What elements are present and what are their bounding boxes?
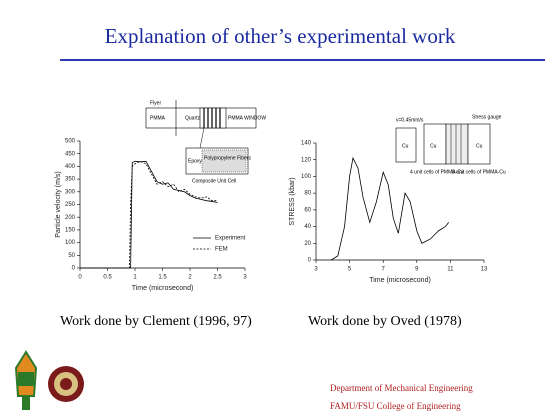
series-line bbox=[330, 156, 450, 261]
y-tick-label: 80 bbox=[304, 191, 311, 197]
caption: Work done by Oved (1978) bbox=[308, 314, 462, 329]
diagram-label: Stress gauge bbox=[472, 114, 502, 120]
diagram-label: Composite Unit Cell bbox=[192, 178, 236, 184]
y-tick-label: 20 bbox=[304, 241, 311, 247]
y-tick-label: 60 bbox=[304, 207, 311, 213]
x-tick-label: 13 bbox=[481, 267, 488, 273]
diagram-label: 4 unit cells of PMMA-Cu bbox=[410, 169, 464, 175]
y-tick-label: 400 bbox=[65, 164, 76, 170]
y-axis-label: Particle velocity (m/s) bbox=[55, 171, 62, 238]
diagram-left: Flyer PMMA Quartz PMMA WINDOW Epoxy Poly… bbox=[145, 100, 266, 184]
diagram-label: Polypropylene Fibers bbox=[204, 155, 251, 161]
diagram-label: Quartz bbox=[185, 115, 201, 121]
y-tick-label: 300 bbox=[65, 189, 76, 195]
series-line bbox=[80, 160, 218, 269]
diagram-label: Epoxy bbox=[188, 158, 202, 164]
diagram-label: Cu bbox=[476, 143, 483, 149]
y-tick-label: 0 bbox=[72, 266, 76, 272]
x-axis-label: Time (microsecond) bbox=[132, 285, 194, 292]
diagram-label: 8 unit cells of PMMA-Cu bbox=[452, 169, 506, 175]
x-tick-label: 1 bbox=[133, 275, 137, 281]
diagram-label: PMMA bbox=[150, 115, 166, 121]
y-tick-label: 200 bbox=[65, 215, 76, 221]
y-tick-label: 0 bbox=[308, 258, 312, 264]
logo-fsu bbox=[48, 366, 84, 402]
diagram-label: v=0.45mm/s bbox=[396, 117, 424, 123]
series-line bbox=[80, 160, 218, 269]
diagram-right: v=0.45mm/s Stress gauge Cu Cu Cu 4 unit … bbox=[395, 114, 506, 175]
x-tick-label: 7 bbox=[382, 267, 386, 273]
y-tick-label: 100 bbox=[301, 174, 312, 180]
y-tick-label: 250 bbox=[65, 202, 76, 208]
y-tick-label: 100 bbox=[65, 240, 76, 246]
diagram-label: Cu bbox=[430, 143, 437, 149]
x-tick-label: 1.5 bbox=[158, 275, 167, 281]
logo-famu bbox=[14, 350, 38, 410]
legend-label: FEM bbox=[215, 247, 228, 253]
y-tick-label: 450 bbox=[65, 151, 76, 157]
y-tick-label: 50 bbox=[68, 253, 75, 259]
x-tick-label: 3 bbox=[243, 275, 247, 281]
y-axis-label: STRESS (kbar) bbox=[289, 177, 296, 225]
x-tick-label: 11 bbox=[447, 267, 454, 273]
caption: Work done by Clement (1996, 97) bbox=[60, 314, 252, 329]
y-tick-label: 40 bbox=[304, 224, 311, 230]
x-tick-label: 2.5 bbox=[213, 275, 222, 281]
y-tick-label: 350 bbox=[65, 177, 76, 183]
footer-text: Department of Mechanical Engineering bbox=[330, 383, 473, 393]
y-tick-label: 120 bbox=[301, 157, 312, 163]
y-tick-label: 500 bbox=[65, 139, 76, 145]
x-tick-label: 0 bbox=[78, 275, 82, 281]
diagram-label: Cu bbox=[402, 143, 409, 149]
diagram-label: PMMA WINDOW bbox=[228, 115, 266, 121]
slide-title: Explanation of other’s experimental work bbox=[105, 24, 456, 48]
legend-label: Experiment bbox=[215, 236, 246, 242]
x-axis-label: Time (microsecond) bbox=[369, 277, 431, 284]
x-tick-label: 5 bbox=[348, 267, 352, 273]
x-tick-label: 9 bbox=[415, 267, 419, 273]
x-tick-label: 2 bbox=[188, 275, 192, 281]
y-tick-label: 150 bbox=[65, 227, 76, 233]
y-tick-label: 140 bbox=[301, 141, 312, 147]
x-tick-label: 0.5 bbox=[103, 275, 112, 281]
diagram-label: Flyer bbox=[150, 100, 161, 106]
x-tick-label: 3 bbox=[314, 267, 318, 273]
footer-text: FAMU/FSU College of Engineering bbox=[330, 401, 461, 411]
